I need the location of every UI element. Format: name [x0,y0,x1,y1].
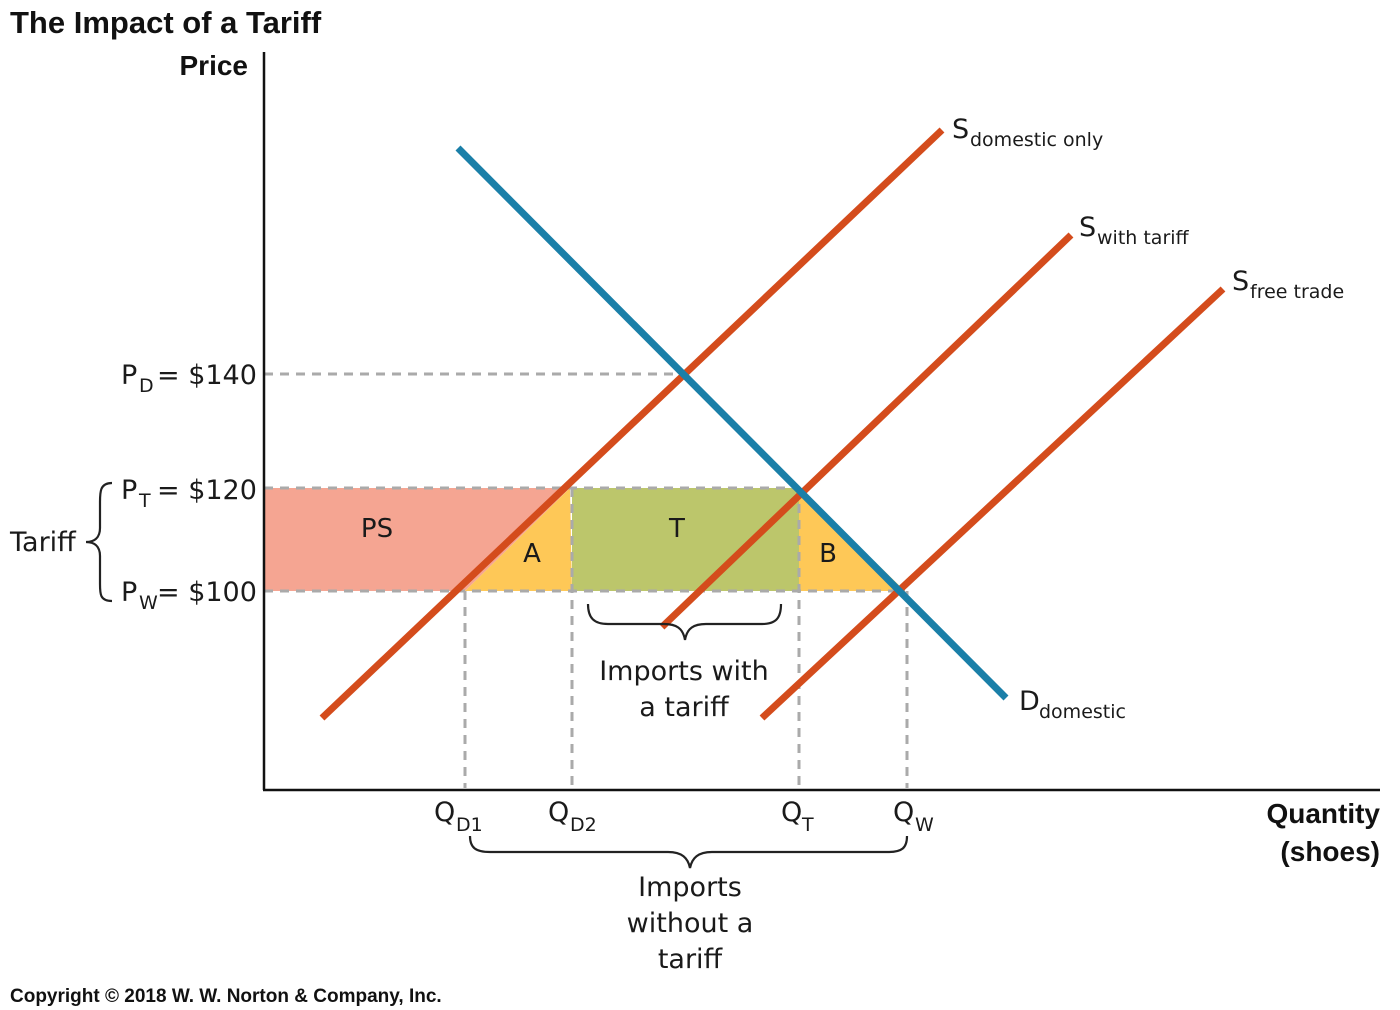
qw-label: Q W [893,797,934,836]
diagram-title: The Impact of a Tariff [10,5,322,40]
tariff-revenue-region [572,488,799,591]
svg-text:Q: Q [781,797,802,828]
s-free-trade-label: S free trade [1232,266,1344,303]
a-label: A [523,539,541,569]
svg-text:P: P [121,577,137,608]
y-axis-title: Price [180,50,249,81]
ps-label: PS [361,514,393,544]
svg-text:domestic: domestic [1039,701,1126,723]
qd2-label: Q D2 [548,797,597,836]
svg-text:with tariff: with tariff [1097,227,1190,249]
supply-free-trade-curve [759,286,1226,721]
svg-text:P: P [121,475,137,506]
svg-text:= $120: = $120 [157,475,257,506]
s-domestic-label: S domestic only [952,114,1103,151]
svg-text:Q: Q [893,797,914,828]
svg-text:W: W [915,814,934,836]
qt-label: Q T [781,797,814,836]
imports-without-tariff-brace [468,835,909,869]
svg-text:Q: Q [548,797,569,828]
tariff-brace [85,481,113,603]
svg-text:P: P [121,360,137,391]
d-domestic-label: D domestic [1019,686,1126,723]
svg-text:S: S [1232,266,1249,297]
demand-domestic-curve [455,145,1009,701]
svg-text:D2: D2 [570,814,597,836]
svg-text:T: T [801,814,814,836]
svg-text:S: S [1079,212,1096,243]
svg-text:D: D [139,375,154,397]
svg-text:D1: D1 [456,814,483,836]
imports-without-tariff-line3: tariff [658,944,724,975]
pw-label: P W = $100 [121,577,257,614]
svg-text:= $100: = $100 [157,577,257,608]
deadweight-loss-a-region [465,488,572,591]
svg-text:= $140: = $140 [157,360,257,391]
producer-surplus-region [264,488,570,591]
b-label: B [819,539,837,569]
svg-text:W: W [139,592,158,614]
supply-domestic-curve [319,127,945,721]
imports-with-tariff-line2: a tariff [639,692,730,723]
svg-text:S: S [952,114,969,145]
s-with-tariff-label: S with tariff [1079,212,1190,249]
pd-label: P D = $140 [121,360,257,397]
svg-text:free trade: free trade [1250,281,1344,303]
pt-label: P T = $120 [121,475,257,512]
qd1-label: Q D1 [434,797,483,836]
imports-without-tariff-line2: without a [627,908,754,939]
imports-with-tariff-brace [586,603,783,641]
svg-text:domestic only: domestic only [970,129,1103,151]
x-axis-title-line1: Quantity [1266,798,1380,829]
svg-text:D: D [1019,686,1040,717]
svg-text:T: T [138,490,151,512]
svg-text:Q: Q [434,797,455,828]
t-label: T [668,514,685,544]
supply-with-tariff-curve [659,232,1074,630]
x-axis-title-line2: (shoes) [1280,836,1380,867]
imports-without-tariff-line1: Imports [638,872,742,903]
imports-with-tariff-line1: Imports with [599,656,769,687]
copyright-notice: Copyright © 2018 W. W. Norton & Company,… [10,986,442,1007]
tariff-label: Tariff [9,527,77,558]
